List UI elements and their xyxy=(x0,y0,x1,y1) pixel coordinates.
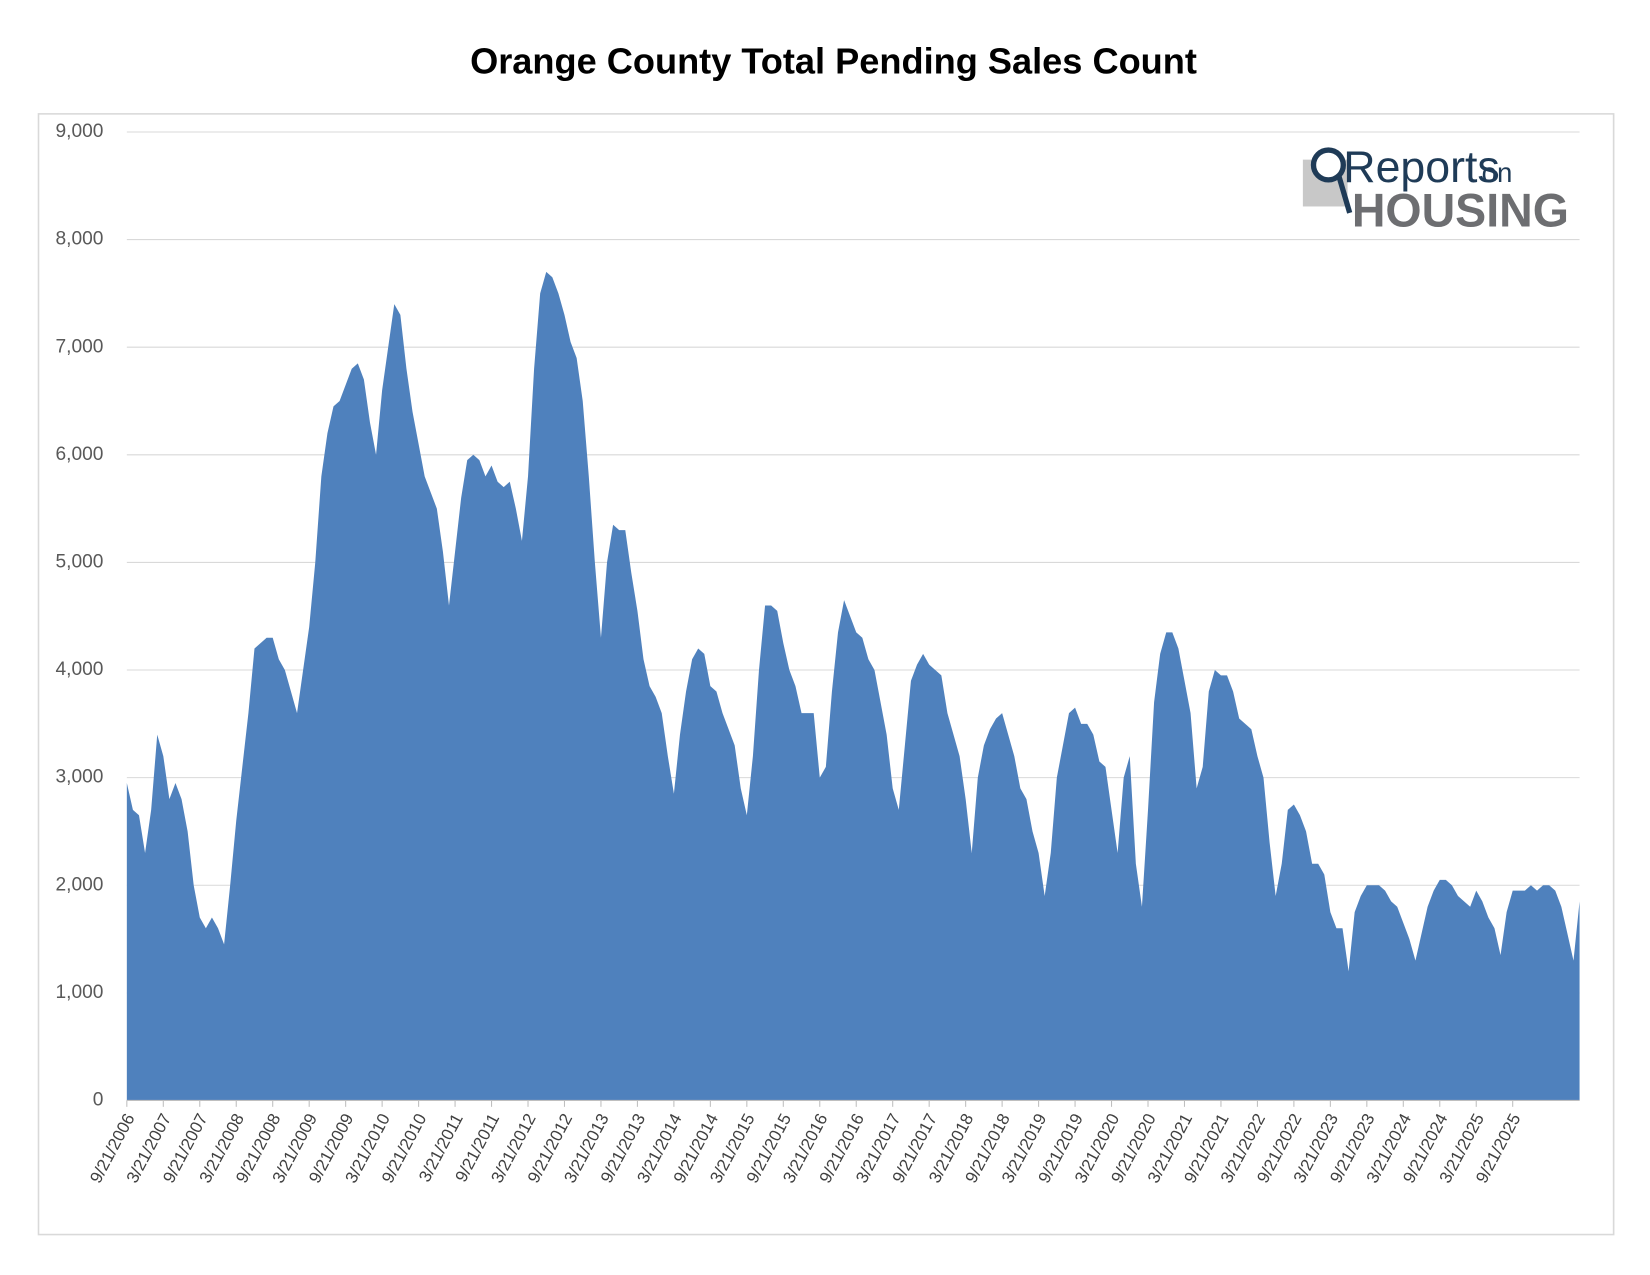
y-tick-label: 8,000 xyxy=(56,229,104,250)
y-tick-label: 2,000 xyxy=(56,874,104,895)
logo: Reports on HOUSING xyxy=(1302,143,1569,236)
y-tick-label: 5,000 xyxy=(56,551,104,572)
logo-text: Reports xyxy=(1343,143,1499,192)
y-tick-label: 7,000 xyxy=(56,336,104,357)
y-tick-label: 6,000 xyxy=(56,444,104,465)
y-tick-label: 4,000 xyxy=(56,659,104,680)
logo-brand: HOUSING xyxy=(1352,184,1569,236)
y-tick-label: 0 xyxy=(93,1090,104,1111)
logo-lens xyxy=(1310,147,1346,183)
logo-handle xyxy=(1336,175,1353,214)
y-tick-label: 3,000 xyxy=(56,767,104,788)
logo-small: on xyxy=(1482,157,1513,188)
y-tick-label: 9,000 xyxy=(56,121,104,142)
area xyxy=(126,271,1580,1101)
y-tick-label: 1,000 xyxy=(56,982,104,1003)
chart-title: Orange County Total Pending Sales Count xyxy=(470,40,1197,81)
